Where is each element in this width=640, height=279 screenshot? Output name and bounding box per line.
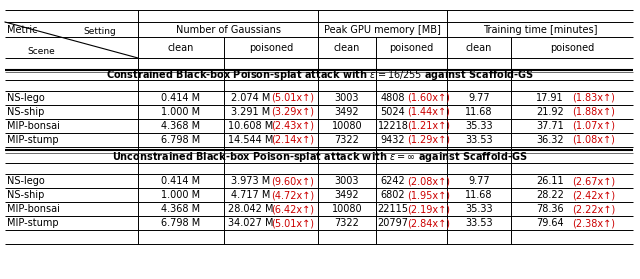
Text: 3492: 3492 <box>335 190 359 200</box>
Text: 14.544 M: 14.544 M <box>228 135 274 145</box>
Text: clean: clean <box>168 43 194 53</box>
Text: (2.08x↑): (2.08x↑) <box>408 176 451 186</box>
Text: NS-lego: NS-lego <box>7 176 45 186</box>
Text: (3.29x↑): (3.29x↑) <box>271 107 314 117</box>
Text: Number of Gaussians: Number of Gaussians <box>175 25 280 35</box>
Text: (6.42x↑): (6.42x↑) <box>271 204 314 214</box>
Text: NS-ship: NS-ship <box>7 107 44 117</box>
Text: clean: clean <box>334 43 360 53</box>
Text: 35.33: 35.33 <box>465 121 493 131</box>
Text: 7322: 7322 <box>335 218 360 228</box>
Text: 0.414 M: 0.414 M <box>161 176 200 186</box>
Text: 1.000 M: 1.000 M <box>161 190 200 200</box>
Text: 6.798 M: 6.798 M <box>161 135 200 145</box>
Text: (2.42x↑): (2.42x↑) <box>572 190 616 200</box>
Text: 34.027 M: 34.027 M <box>228 218 274 228</box>
Text: (2.38x↑): (2.38x↑) <box>573 218 616 228</box>
Text: 10.608 M: 10.608 M <box>228 121 274 131</box>
Text: 2.074 M: 2.074 M <box>231 93 271 103</box>
Text: 78.36: 78.36 <box>536 204 564 214</box>
Text: (1.44x↑): (1.44x↑) <box>408 107 451 117</box>
Text: Setting: Setting <box>84 28 116 37</box>
Text: 35.33: 35.33 <box>465 204 493 214</box>
Text: (1.83x↑): (1.83x↑) <box>573 93 616 103</box>
Text: (1.29x↑): (1.29x↑) <box>408 135 451 145</box>
Text: 28.22: 28.22 <box>536 190 564 200</box>
Text: (1.88x↑): (1.88x↑) <box>573 107 616 117</box>
Text: 17.91: 17.91 <box>536 93 564 103</box>
Text: (1.21x↑): (1.21x↑) <box>408 121 451 131</box>
Text: (1.07x↑): (1.07x↑) <box>573 121 616 131</box>
Text: (1.08x↑): (1.08x↑) <box>573 135 616 145</box>
Text: 9432: 9432 <box>381 135 405 145</box>
Text: (2.14x↑): (2.14x↑) <box>271 135 314 145</box>
Text: Unconstrained Black-box Poison-splat attack with $\epsilon = \infty$ against Sca: Unconstrained Black-box Poison-splat att… <box>112 150 528 164</box>
Text: 37.71: 37.71 <box>536 121 564 131</box>
Text: 20797: 20797 <box>378 218 408 228</box>
Text: poisoned: poisoned <box>550 43 594 53</box>
Text: Scene: Scene <box>27 47 55 57</box>
Text: 4.368 M: 4.368 M <box>161 204 200 214</box>
Text: MIP-stump: MIP-stump <box>7 218 59 228</box>
Text: 4.717 M: 4.717 M <box>231 190 271 200</box>
Text: 36.32: 36.32 <box>536 135 564 145</box>
Text: MIP-bonsai: MIP-bonsai <box>7 204 60 214</box>
Text: 11.68: 11.68 <box>465 107 493 117</box>
Text: 9.77: 9.77 <box>468 176 490 186</box>
Text: Constrained Black-box Poison-splat attack with $\epsilon = 16/255$ against Scaff: Constrained Black-box Poison-splat attac… <box>106 68 534 82</box>
Text: 3492: 3492 <box>335 107 359 117</box>
Text: 33.53: 33.53 <box>465 218 493 228</box>
Text: (1.60x↑): (1.60x↑) <box>408 93 451 103</box>
Text: poisoned: poisoned <box>249 43 293 53</box>
Text: (5.01x↑): (5.01x↑) <box>271 218 314 228</box>
Text: (1.95x↑): (1.95x↑) <box>408 190 451 200</box>
Text: 21.92: 21.92 <box>536 107 564 117</box>
Text: 1.000 M: 1.000 M <box>161 107 200 117</box>
Text: 9.77: 9.77 <box>468 93 490 103</box>
Text: (4.72x↑): (4.72x↑) <box>271 190 315 200</box>
Text: 5024: 5024 <box>381 107 405 117</box>
Text: MIP-bonsai: MIP-bonsai <box>7 121 60 131</box>
Text: 12218: 12218 <box>378 121 408 131</box>
Text: 6.798 M: 6.798 M <box>161 218 200 228</box>
Text: Training time [minutes]: Training time [minutes] <box>483 25 597 35</box>
Text: 10080: 10080 <box>332 121 362 131</box>
Text: 33.53: 33.53 <box>465 135 493 145</box>
Text: (2.84x↑): (2.84x↑) <box>408 218 451 228</box>
Text: 10080: 10080 <box>332 204 362 214</box>
Text: 28.042 M: 28.042 M <box>228 204 274 214</box>
Text: (9.60x↑): (9.60x↑) <box>271 176 314 186</box>
Text: clean: clean <box>466 43 492 53</box>
Text: 4.368 M: 4.368 M <box>161 121 200 131</box>
Text: (5.01x↑): (5.01x↑) <box>271 93 314 103</box>
Text: (2.67x↑): (2.67x↑) <box>572 176 616 186</box>
Text: 11.68: 11.68 <box>465 190 493 200</box>
Text: Metric: Metric <box>7 25 38 35</box>
Text: 0.414 M: 0.414 M <box>161 93 200 103</box>
Text: (2.19x↑): (2.19x↑) <box>408 204 451 214</box>
Text: 4808: 4808 <box>381 93 405 103</box>
Text: 3003: 3003 <box>335 93 359 103</box>
Text: 3.291 M: 3.291 M <box>232 107 271 117</box>
Text: MIP-stump: MIP-stump <box>7 135 59 145</box>
Text: NS-lego: NS-lego <box>7 93 45 103</box>
Text: Peak GPU memory [MB]: Peak GPU memory [MB] <box>324 25 440 35</box>
Text: NS-ship: NS-ship <box>7 190 44 200</box>
Text: 6802: 6802 <box>381 190 405 200</box>
Text: 7322: 7322 <box>335 135 360 145</box>
Text: 3.973 M: 3.973 M <box>232 176 271 186</box>
Text: (2.22x↑): (2.22x↑) <box>572 204 616 214</box>
Text: poisoned: poisoned <box>389 43 433 53</box>
Text: 79.64: 79.64 <box>536 218 564 228</box>
Text: 6242: 6242 <box>381 176 405 186</box>
Text: 22115: 22115 <box>378 204 408 214</box>
Text: (2.43x↑): (2.43x↑) <box>271 121 314 131</box>
Text: 3003: 3003 <box>335 176 359 186</box>
Text: 26.11: 26.11 <box>536 176 564 186</box>
